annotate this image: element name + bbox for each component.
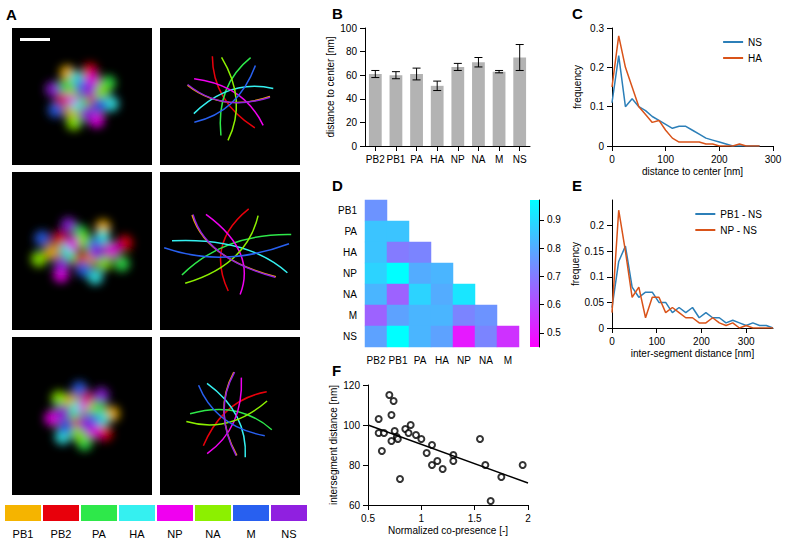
svg-text:HA: HA bbox=[430, 154, 444, 165]
svg-text:300: 300 bbox=[765, 154, 782, 165]
svg-text:HA: HA bbox=[748, 53, 762, 64]
svg-text:0: 0 bbox=[598, 323, 604, 334]
svg-text:frequency: frequency bbox=[572, 65, 583, 109]
svg-text:M: M bbox=[349, 310, 357, 321]
svg-text:0: 0 bbox=[598, 141, 604, 152]
svg-text:PB2: PB2 bbox=[367, 355, 386, 366]
svg-text:0.15: 0.15 bbox=[585, 246, 605, 257]
svg-text:NA: NA bbox=[205, 528, 221, 540]
svg-text:NS: NS bbox=[513, 154, 527, 165]
svg-text:PB2: PB2 bbox=[51, 528, 72, 540]
svg-text:Normalized co-presence [-]: Normalized co-presence [-] bbox=[388, 525, 508, 536]
svg-text:40: 40 bbox=[346, 93, 358, 104]
svg-text:80: 80 bbox=[349, 460, 361, 471]
svg-text:0: 0 bbox=[351, 141, 357, 152]
svg-text:C: C bbox=[572, 5, 583, 22]
svg-text:1: 1 bbox=[419, 513, 425, 524]
svg-text:0.2: 0.2 bbox=[590, 62, 604, 73]
svg-text:NP: NP bbox=[343, 268, 357, 279]
svg-text:0: 0 bbox=[609, 336, 615, 347]
svg-text:NP - NS: NP - NS bbox=[720, 225, 757, 236]
svg-text:M: M bbox=[246, 528, 255, 540]
svg-text:inter-segment distance [nm]: inter-segment distance [nm] bbox=[631, 348, 755, 359]
svg-text:NA: NA bbox=[479, 355, 493, 366]
svg-text:0.05: 0.05 bbox=[585, 297, 605, 308]
svg-text:PA: PA bbox=[92, 528, 107, 540]
svg-text:120: 120 bbox=[343, 380, 360, 391]
svg-text:A: A bbox=[6, 6, 17, 23]
svg-text:200: 200 bbox=[693, 336, 710, 347]
svg-text:60: 60 bbox=[349, 500, 361, 511]
svg-text:NP: NP bbox=[451, 154, 465, 165]
svg-text:HA: HA bbox=[343, 247, 357, 258]
svg-text:0.6: 0.6 bbox=[547, 299, 561, 310]
svg-text:NS: NS bbox=[748, 37, 762, 48]
svg-text:0.9: 0.9 bbox=[547, 214, 561, 225]
svg-text:0.5: 0.5 bbox=[547, 327, 561, 338]
svg-text:0: 0 bbox=[609, 154, 615, 165]
svg-text:intersegment distance [nm]: intersegment distance [nm] bbox=[328, 385, 339, 505]
svg-text:100: 100 bbox=[657, 154, 674, 165]
svg-text:NS: NS bbox=[343, 331, 357, 342]
svg-text:2: 2 bbox=[525, 513, 531, 524]
svg-text:80: 80 bbox=[346, 46, 358, 57]
svg-text:F: F bbox=[332, 362, 341, 379]
svg-text:20: 20 bbox=[346, 117, 358, 128]
svg-text:PA: PA bbox=[344, 226, 357, 237]
svg-text:PA: PA bbox=[414, 355, 427, 366]
svg-text:NP: NP bbox=[167, 528, 182, 540]
svg-text:PB1: PB1 bbox=[338, 205, 357, 216]
svg-text:PB1 - NS: PB1 - NS bbox=[720, 209, 762, 220]
svg-text:0.8: 0.8 bbox=[547, 243, 561, 254]
svg-text:PB2: PB2 bbox=[366, 154, 385, 165]
svg-text:100: 100 bbox=[648, 336, 665, 347]
svg-text:M: M bbox=[504, 355, 512, 366]
svg-text:frequency: frequency bbox=[570, 242, 581, 286]
svg-text:1.5: 1.5 bbox=[468, 513, 482, 524]
svg-text:distance to center [nm]: distance to center [nm] bbox=[642, 166, 743, 177]
svg-text:0.1: 0.1 bbox=[590, 271, 604, 282]
svg-text:0.7: 0.7 bbox=[547, 271, 561, 282]
svg-text:60: 60 bbox=[346, 70, 358, 81]
svg-text:D: D bbox=[332, 177, 343, 194]
svg-text:M: M bbox=[495, 154, 503, 165]
svg-text:0.1: 0.1 bbox=[590, 101, 604, 112]
svg-text:300: 300 bbox=[738, 336, 755, 347]
svg-text:200: 200 bbox=[711, 154, 728, 165]
svg-text:NA: NA bbox=[471, 154, 485, 165]
svg-text:E: E bbox=[572, 177, 582, 194]
svg-text:0.5: 0.5 bbox=[361, 513, 375, 524]
svg-text:PB1: PB1 bbox=[389, 355, 408, 366]
svg-text:NS: NS bbox=[281, 528, 296, 540]
svg-text:PA: PA bbox=[410, 154, 423, 165]
svg-text:distance to center [nm]: distance to center [nm] bbox=[325, 36, 336, 137]
svg-text:PB1: PB1 bbox=[13, 528, 34, 540]
svg-text:100: 100 bbox=[343, 420, 360, 431]
svg-text:NA: NA bbox=[343, 289, 357, 300]
svg-text:B: B bbox=[332, 5, 343, 22]
svg-text:0.2: 0.2 bbox=[590, 220, 604, 231]
svg-text:NP: NP bbox=[457, 355, 471, 366]
svg-text:PB1: PB1 bbox=[386, 154, 405, 165]
svg-text:0.3: 0.3 bbox=[590, 23, 604, 34]
svg-text:100: 100 bbox=[340, 23, 357, 34]
svg-text:HA: HA bbox=[435, 355, 449, 366]
svg-text:HA: HA bbox=[129, 528, 145, 540]
